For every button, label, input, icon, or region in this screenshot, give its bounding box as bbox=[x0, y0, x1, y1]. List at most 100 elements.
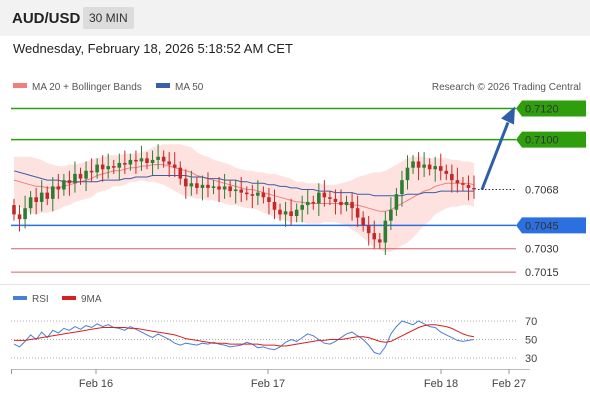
candle-body bbox=[433, 166, 438, 170]
candle-body bbox=[106, 166, 111, 170]
candle-body bbox=[272, 201, 277, 210]
candle-body bbox=[461, 183, 465, 185]
candle-body bbox=[128, 159, 133, 165]
candle-body bbox=[244, 192, 249, 195]
rsi-ma-line bbox=[14, 324, 475, 347]
rsi-legend-label: RSI bbox=[32, 294, 49, 305]
candle-body bbox=[62, 180, 66, 190]
candle-body bbox=[172, 164, 177, 168]
level-tag bbox=[516, 217, 586, 234]
candle-body bbox=[350, 201, 354, 209]
candle-body bbox=[372, 233, 377, 240]
candle-body bbox=[278, 209, 282, 215]
candle-body bbox=[67, 180, 72, 184]
candle-body bbox=[161, 156, 166, 162]
candle-body bbox=[267, 197, 271, 202]
candle-body bbox=[123, 163, 127, 165]
candle-body bbox=[239, 189, 244, 193]
candle-body bbox=[222, 186, 227, 190]
candle-body bbox=[333, 198, 338, 202]
candle-body bbox=[317, 192, 321, 204]
candle-body bbox=[311, 201, 316, 204]
candle-body bbox=[217, 186, 221, 190]
candle-body bbox=[361, 217, 365, 226]
candle-body bbox=[422, 164, 426, 168]
candle-body bbox=[250, 194, 255, 196]
candle-body bbox=[39, 192, 44, 202]
candle-body bbox=[95, 164, 99, 173]
candle-body bbox=[411, 161, 415, 168]
candle-body bbox=[416, 161, 421, 168]
x-tick-label: Feb 17 bbox=[251, 378, 285, 390]
candle-body bbox=[389, 209, 393, 221]
ma50-legend-label: MA 50 bbox=[175, 82, 204, 93]
candle-body bbox=[427, 164, 432, 170]
candle-body bbox=[56, 186, 61, 190]
candle-body bbox=[211, 186, 216, 188]
candle-body bbox=[78, 173, 83, 179]
candle-body bbox=[12, 205, 16, 215]
candle-body bbox=[45, 192, 50, 199]
rsi-line bbox=[13, 320, 475, 355]
candle-body bbox=[184, 178, 188, 187]
candles bbox=[12, 144, 476, 255]
rsi-tick-label: 50 bbox=[525, 335, 537, 347]
candle-body bbox=[300, 205, 304, 210]
candle-body bbox=[150, 159, 155, 164]
candle-body bbox=[139, 158, 144, 162]
rsi-ma-legend-swatch bbox=[62, 296, 76, 300]
rsi-pane: 70 50 30 bbox=[11, 316, 537, 365]
level-label: 0.7015 bbox=[525, 267, 559, 279]
ma20-legend-label: MA 20 + Bollinger Bands bbox=[32, 82, 142, 93]
candle-body bbox=[34, 197, 38, 202]
candle-body bbox=[472, 187, 476, 190]
level-label: 0.7045 bbox=[525, 220, 559, 232]
forecast-arrow-head bbox=[501, 106, 515, 125]
level-tag bbox=[516, 131, 586, 148]
current-price-label: 0.7068 bbox=[525, 185, 559, 197]
candle-body bbox=[145, 158, 149, 164]
forecast-arrow bbox=[480, 106, 515, 191]
candle-body bbox=[455, 180, 460, 184]
price-levels bbox=[11, 107, 516, 273]
rsi-legend-swatch bbox=[13, 296, 27, 300]
rsi-ma-legend-label: 9MA bbox=[81, 294, 102, 305]
level-label: 0.7100 bbox=[525, 135, 559, 147]
rsi-tick-label: 30 bbox=[525, 353, 537, 365]
candle-body bbox=[328, 197, 332, 199]
candle-body bbox=[195, 183, 199, 188]
candle-body bbox=[111, 166, 116, 168]
candle-body bbox=[383, 220, 388, 243]
candle-body bbox=[305, 201, 310, 206]
level-label: 0.7030 bbox=[525, 244, 559, 256]
symbol-title: AUD/USD bbox=[12, 10, 81, 27]
candle-body bbox=[394, 194, 399, 210]
time-axis: Feb 16 Feb 17 Feb 18 Feb 27 bbox=[11, 369, 526, 390]
candle-body bbox=[466, 184, 471, 188]
candle-body bbox=[294, 209, 299, 216]
candle-body bbox=[344, 201, 349, 206]
candle-body bbox=[438, 166, 443, 171]
x-tick-label: Feb 27 bbox=[492, 378, 526, 390]
candle-body bbox=[355, 208, 360, 218]
candle-body bbox=[289, 211, 293, 216]
candle-body bbox=[23, 208, 27, 220]
x-tick-label: Feb 18 bbox=[424, 378, 458, 390]
level-label: 0.7120 bbox=[525, 103, 559, 115]
x-tick-label: Feb 16 bbox=[79, 378, 113, 390]
candle-body bbox=[73, 173, 77, 184]
candle-body bbox=[200, 184, 205, 188]
timestamp: Wednesday, February 18, 2026 5:18:52 AM … bbox=[13, 41, 293, 56]
candle-body bbox=[366, 225, 371, 234]
timeframe-badge[interactable]: 30 MIN bbox=[83, 7, 134, 29]
rsi-tick-label: 70 bbox=[525, 316, 537, 328]
level-tag bbox=[516, 100, 586, 117]
credit-text: Research © 2026 Trading Central bbox=[432, 82, 581, 93]
header-bar: AUD/USD 30 MIN bbox=[0, 0, 590, 36]
candle-body bbox=[17, 214, 22, 220]
ma20-legend-swatch bbox=[13, 83, 27, 88]
candle-body bbox=[405, 167, 410, 181]
candle-body bbox=[156, 156, 160, 160]
